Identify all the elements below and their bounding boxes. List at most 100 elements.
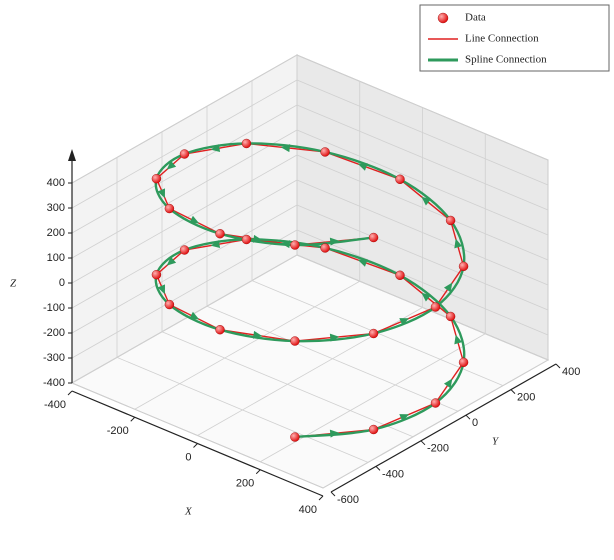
- data-point: [215, 325, 225, 335]
- direction-arrow: [166, 160, 177, 170]
- y-axis-title: Y: [492, 436, 500, 448]
- grid-line: [296, 54, 549, 161]
- legend-label: Data: [465, 12, 486, 24]
- direction-arrow: [443, 378, 453, 389]
- grid-line: [71, 204, 298, 334]
- data-point: [445, 311, 456, 322]
- direction-arrow: [210, 240, 221, 249]
- grid-line: [134, 280, 360, 410]
- legend-label: Line Connection: [465, 33, 539, 45]
- x-tick: [130, 416, 136, 422]
- grid-line: [296, 154, 549, 261]
- direction-arrow: [454, 334, 463, 345]
- direction-arrow: [157, 284, 165, 295]
- x-tick-label: -200: [107, 425, 129, 437]
- direction-arrow: [399, 414, 410, 422]
- z-tick-label: 100: [47, 252, 65, 264]
- grid-line: [296, 254, 549, 361]
- y-tick: [375, 466, 381, 471]
- y-tick-label: -600: [337, 494, 359, 506]
- grid-line: [71, 179, 298, 309]
- legend-label: Spline Connection: [465, 54, 547, 66]
- data-point: [290, 336, 300, 346]
- data-point: [164, 299, 175, 310]
- grid-line: [71, 254, 298, 384]
- grid-line: [206, 305, 459, 412]
- x-tick-label: 200: [236, 478, 254, 490]
- direction-arrow: [189, 215, 200, 224]
- y-tick: [330, 491, 336, 497]
- y-tick-label: -400: [382, 468, 404, 480]
- direction-arrow: [329, 333, 340, 342]
- data-point: [241, 234, 252, 245]
- data-point: [368, 232, 379, 243]
- grid-line: [71, 382, 324, 489]
- data-point: [241, 138, 252, 149]
- grid-line: [296, 204, 549, 311]
- direction-arrow: [421, 196, 431, 206]
- z-tick-label: 300: [47, 202, 65, 214]
- direction-arrow: [329, 237, 340, 246]
- direction-arrow: [157, 188, 165, 199]
- x-tick: [67, 390, 73, 396]
- y-tick: [465, 414, 471, 420]
- data-point: [290, 432, 300, 442]
- data-point: [458, 261, 469, 272]
- direction-arrow: [399, 318, 410, 326]
- grid-line: [296, 229, 549, 336]
- legend-marker: [437, 12, 449, 24]
- y-axis: [330, 363, 557, 493]
- grid-line: [296, 104, 549, 211]
- x-tick-label: 400: [299, 504, 317, 516]
- direction-arrow: [252, 234, 263, 243]
- direction-arrow: [421, 292, 431, 302]
- z-tick-label: -300: [43, 352, 65, 364]
- x-tick-label: 0: [185, 451, 191, 463]
- data-point: [320, 147, 330, 157]
- x-tick: [255, 469, 261, 475]
- data-point: [151, 269, 162, 280]
- data-point: [320, 243, 330, 253]
- data-point: [430, 302, 441, 312]
- z-tick-label: -100: [43, 302, 65, 314]
- grid-line: [161, 331, 414, 438]
- data-point: [445, 215, 456, 226]
- direction-arrow: [166, 256, 177, 266]
- direction-arrow: [329, 429, 340, 438]
- z-tick-label: 200: [47, 227, 65, 239]
- grid-line: [296, 129, 549, 236]
- x-tick-label: -400: [44, 399, 66, 411]
- z-axis-arrow: [68, 149, 76, 161]
- y-tick-label: -200: [427, 443, 449, 455]
- x-axis-title: X: [184, 506, 193, 518]
- direction-arrow: [252, 330, 263, 339]
- grid-line: [71, 79, 298, 209]
- grid-line: [71, 54, 298, 184]
- y-tick-label: 0: [472, 417, 478, 429]
- y-tick: [555, 363, 561, 369]
- grid-line: [116, 357, 369, 463]
- z-tick-label: -200: [43, 327, 65, 339]
- grid-line: [296, 79, 549, 186]
- data-point: [368, 424, 379, 435]
- direction-arrow: [280, 144, 291, 153]
- direction-arrow: [454, 238, 463, 249]
- data-point: [430, 398, 441, 408]
- data-point: [164, 203, 175, 214]
- data-point: [179, 149, 190, 159]
- direction-arrow: [443, 282, 453, 293]
- grid-line: [322, 359, 549, 489]
- z-tick-label: 400: [47, 177, 65, 189]
- y-tick: [420, 440, 426, 446]
- data-point: [458, 357, 469, 368]
- direction-arrow: [357, 163, 368, 171]
- grid-line: [71, 104, 298, 234]
- data-point: [395, 270, 405, 280]
- data-point: [395, 174, 405, 185]
- grid-line: [71, 129, 298, 259]
- y-tick-label: 400: [562, 366, 580, 378]
- legend: Data Line Connection Spline Connection: [419, 4, 610, 72]
- data-point: [151, 173, 162, 184]
- z-tick-label: -400: [43, 377, 65, 389]
